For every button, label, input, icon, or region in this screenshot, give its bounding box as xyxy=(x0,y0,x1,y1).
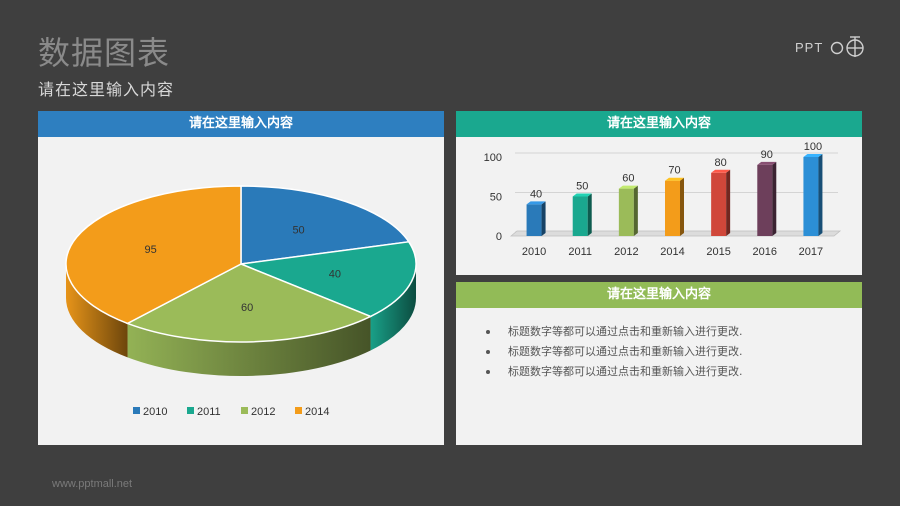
pie-data-label: 40 xyxy=(329,269,341,281)
legend-label: 2010 xyxy=(143,406,167,418)
legend-label: 2012 xyxy=(251,406,275,418)
bullet-item: 标题数字等都可以通过点击和重新输入进行更改. xyxy=(486,362,862,382)
pie-slice-side xyxy=(66,264,128,358)
pie-slice-2011 xyxy=(238,241,417,318)
bar-top xyxy=(757,161,777,165)
text-panel-header: 请在这里输入内容 xyxy=(456,282,862,308)
bar-2015 xyxy=(711,172,727,236)
y-tick-label: 50 xyxy=(490,192,502,204)
logo-mark-icon xyxy=(831,36,864,57)
pie-slice-2014 xyxy=(65,185,242,325)
page-title: 数据图表 xyxy=(38,34,171,72)
bar-data-label: 50 xyxy=(576,181,588,193)
bar-side xyxy=(818,154,823,236)
bar-panel-header: 请在这里输入内容 xyxy=(456,111,862,137)
pie-panel-header: 请在这里输入内容 xyxy=(38,111,444,137)
bar-chart-panel: 请在这里输入内容 0 50 100 40 2010 50 2011 60 2012 70 2014 8… xyxy=(456,111,862,275)
legend-label: 2014 xyxy=(305,406,329,418)
bar-top xyxy=(803,154,823,157)
bar-data-label: 60 xyxy=(622,173,634,185)
bar-data-label: 40 xyxy=(530,188,542,200)
bullet-icon xyxy=(486,330,490,334)
logo-text: PPT xyxy=(795,39,824,55)
pie-slice-2012 xyxy=(125,263,373,343)
bar-side xyxy=(680,177,684,236)
bar-top xyxy=(572,193,592,197)
pie-data-label: 50 xyxy=(292,225,304,237)
bullet-text: 标题数字等都可以通过点击和重新输入进行更改. xyxy=(508,365,743,378)
x-tick-label: 2016 xyxy=(753,246,777,258)
bar-2014 xyxy=(665,180,680,236)
footer-url: www.pptmall.net xyxy=(52,478,133,490)
legend-swatch xyxy=(187,407,194,414)
bar-data-label: 100 xyxy=(804,141,822,153)
bar-2017 xyxy=(803,157,819,236)
x-tick-label: 2012 xyxy=(614,246,638,258)
bullet-item: 标题数字等都可以通过点击和重新输入进行更改. xyxy=(486,322,862,342)
pie-data-label: 60 xyxy=(241,302,253,314)
bullet-text: 标题数字等都可以通过点击和重新输入进行更改. xyxy=(508,325,743,338)
x-tick-label: 2010 xyxy=(522,246,546,258)
bar-chart: 0 50 100 40 2010 50 2011 60 2012 70 2014 80 2015 90 20… xyxy=(484,141,842,258)
legend-label: 2011 xyxy=(197,406,221,418)
x-tick-label: 2014 xyxy=(660,246,684,258)
bar-data-label: 80 xyxy=(715,157,727,169)
bar-top xyxy=(711,169,731,173)
bullet-list: 标题数字等都可以通过点击和重新输入进行更改. 标题数字等都可以通过点击和重新输入… xyxy=(456,308,862,382)
pie-slice-side xyxy=(127,316,371,376)
legend-swatch xyxy=(241,407,248,414)
bar-side xyxy=(772,161,777,236)
text-panel: 请在这里输入内容 标题数字等都可以通过点击和重新输入进行更改. 标题数字等都可以… xyxy=(456,282,862,445)
pie-slice-2010 xyxy=(240,185,411,265)
pie-chart: 50 40 60 95 2010 2011 2012 2014 xyxy=(65,185,417,418)
y-tick-label: 100 xyxy=(484,152,502,164)
bar-top xyxy=(665,177,684,181)
brand-logo: PPT xyxy=(795,36,867,58)
legend-swatch xyxy=(295,407,302,414)
pie-data-label: 95 xyxy=(145,244,157,256)
pie-chart-panel: 请在这里输入内容 50 40 60 95 2010 2011 2012 2014 xyxy=(38,111,444,445)
bar-data-label: 70 xyxy=(668,165,680,177)
bullet-icon xyxy=(486,350,490,354)
bar-2016 xyxy=(757,164,773,236)
legend-swatch xyxy=(133,407,140,414)
bar-2010 xyxy=(526,204,542,236)
bar-2012 xyxy=(618,188,634,236)
bullet-item: 标题数字等都可以通过点击和重新输入进行更改. xyxy=(486,342,862,362)
bar-top xyxy=(618,185,638,189)
bar-side xyxy=(587,193,592,236)
bar-top xyxy=(526,201,546,205)
bar-side xyxy=(541,201,546,236)
bar-side xyxy=(726,169,731,236)
bar-side xyxy=(633,185,638,236)
page-subtitle: 请在这里输入内容 xyxy=(38,80,175,99)
x-tick-label: 2015 xyxy=(706,246,730,258)
bar-2011 xyxy=(572,196,588,236)
bar-data-label: 90 xyxy=(761,149,773,161)
bullet-text: 标题数字等都可以通过点击和重新输入进行更改. xyxy=(508,345,743,358)
y-tick-label: 0 xyxy=(496,231,502,243)
x-tick-label: 2011 xyxy=(568,246,592,258)
bullet-icon xyxy=(486,370,490,374)
x-tick-label: 2017 xyxy=(799,246,823,258)
pie-slice-side xyxy=(370,264,416,351)
